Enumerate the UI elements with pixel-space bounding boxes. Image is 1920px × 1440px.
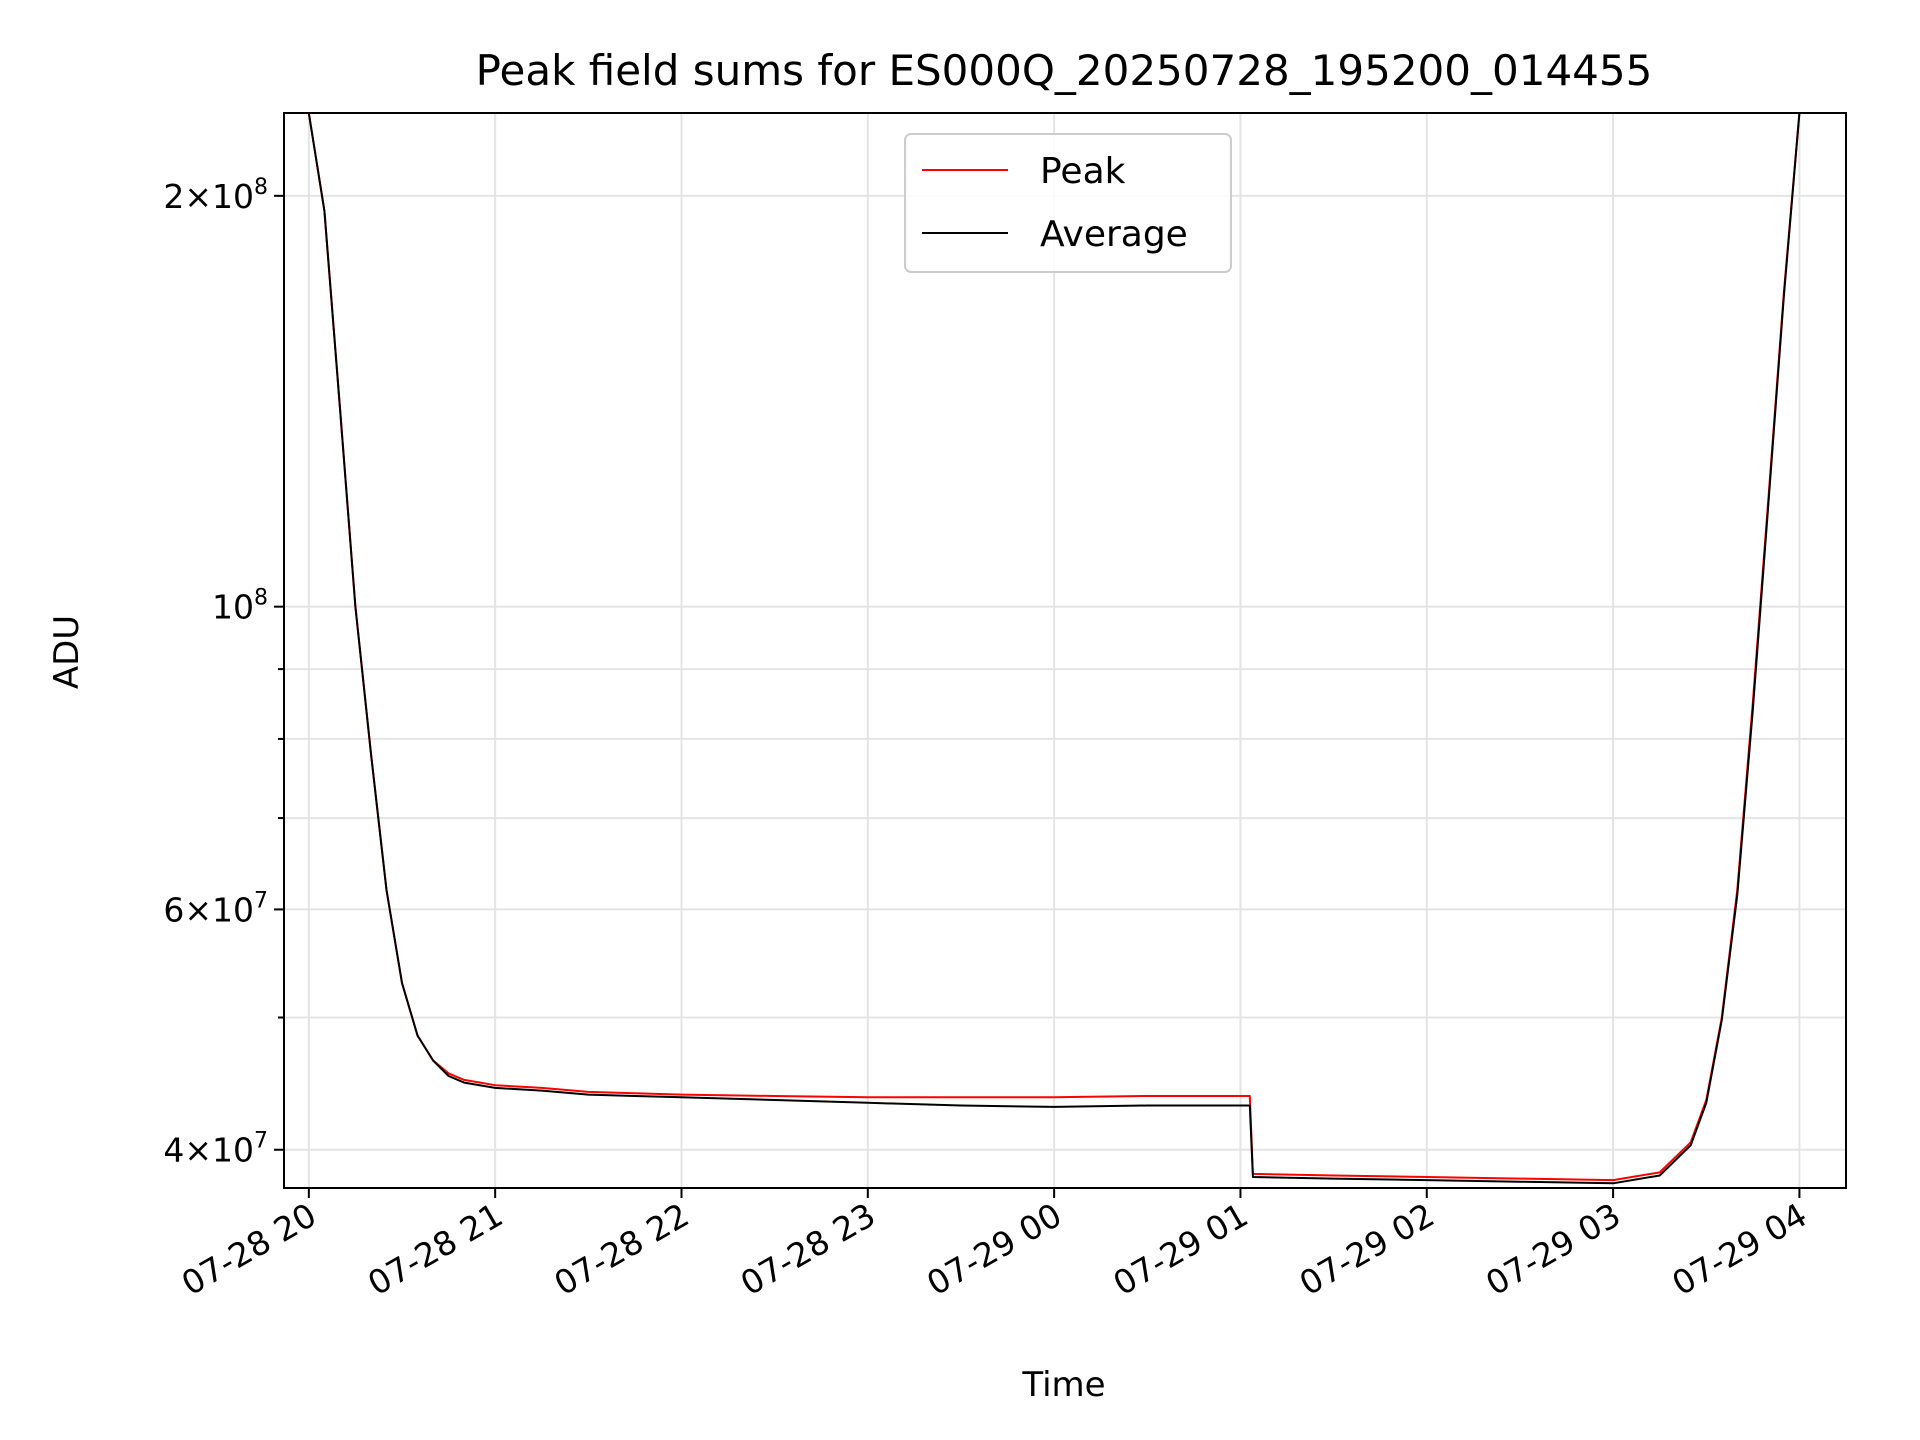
- y-tick-label: 6×107: [163, 888, 268, 929]
- y-tick-label: 4×107: [163, 1129, 268, 1170]
- legend-box: [904, 133, 1232, 273]
- y-tick-label: 108: [212, 586, 268, 627]
- legend-label-average: Average: [1040, 214, 1188, 255]
- y-tick-exponent: 8: [254, 175, 268, 200]
- y-tick-times: ×: [184, 890, 212, 929]
- plot-frame: [283, 112, 1847, 1189]
- y-tick-base: 10: [212, 890, 254, 929]
- y-tick-base: 10: [212, 588, 254, 627]
- grid: [284, 113, 1846, 1188]
- y-tick-exponent: 8: [254, 586, 268, 611]
- legend-label-peak: Peak: [1040, 151, 1126, 192]
- y-tick-mantissa: 2: [163, 177, 184, 216]
- chart-title: Peak field sums for ES000Q_20250728_1952…: [476, 46, 1653, 95]
- y-tick-exponent: 7: [254, 888, 268, 913]
- y-tick-mantissa: 6: [163, 890, 184, 929]
- y-tick-label: 2×108: [163, 175, 268, 216]
- series-line-average: [284, 113, 1846, 1185]
- x-axis-label: Time: [1021, 1365, 1105, 1405]
- series-layer: [284, 113, 1846, 1185]
- y-tick-base: 10: [212, 177, 254, 216]
- legend: Peak Average: [904, 133, 1232, 273]
- y-tick-times: ×: [184, 177, 212, 216]
- y-tick-base: 10: [212, 1131, 254, 1170]
- y-axis-label: ADU: [47, 615, 87, 689]
- y-tick-mantissa: 4: [163, 1131, 184, 1170]
- y-tick-exponent: 7: [254, 1129, 268, 1154]
- y-tick-times: ×: [184, 1131, 212, 1170]
